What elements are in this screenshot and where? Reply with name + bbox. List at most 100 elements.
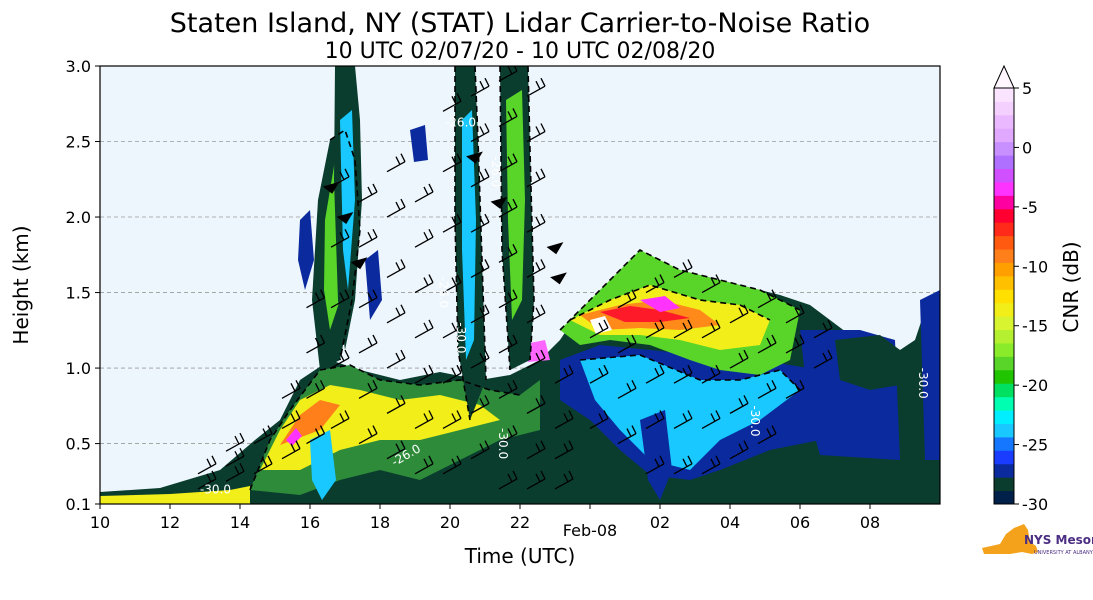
wind-barb-staff (330, 236, 350, 248)
wind-barb-feather (451, 156, 457, 166)
wind-barb-feather (563, 413, 569, 422)
wind-barb-feather (344, 289, 350, 298)
wind-barb-feather (687, 455, 693, 465)
wind-barb-feather (659, 410, 665, 419)
wind-barb-staff (414, 327, 434, 339)
wind-barb-feather (484, 168, 490, 178)
wind-barb-staff (498, 251, 518, 263)
colorbar-tick-label: 5 (1022, 79, 1032, 98)
colorbar-swatch (994, 155, 1014, 170)
logo-wordmark: NYS Mesonet (1024, 533, 1093, 547)
wind-barb-feather (682, 322, 688, 332)
x-axis: 10 12 14 16 18 20 22 Feb-08 02 04 06 08 (90, 504, 880, 540)
wind-barb-staff (358, 342, 378, 354)
cnr-region-white (590, 316, 612, 334)
wind-barb-feather (659, 274, 665, 283)
wind-barb-feather (484, 123, 490, 132)
wind-barb-feather (540, 259, 546, 268)
wind-barb-staff (701, 372, 721, 384)
y-tick-label: 1.5 (66, 284, 91, 303)
wind-barb-feather (395, 262, 401, 271)
wind-barb-staff (470, 402, 490, 414)
contour-label: -26.0 (445, 115, 476, 129)
wind-barb-staff (673, 417, 693, 430)
x-tick-label: 04 (720, 513, 740, 532)
contour-label: -26.0 (437, 277, 451, 308)
wind-barb-feather (400, 395, 406, 404)
wind-barb-feather (626, 292, 632, 301)
wind-barb-feather (451, 367, 457, 377)
wind-barb-feather (540, 304, 546, 314)
wind-barb-feather (535, 171, 541, 181)
wind-barb-staff (589, 327, 609, 339)
wind-barb-staff (701, 463, 721, 475)
wind-barb-feather (484, 304, 490, 314)
wind-barb-feather (372, 334, 378, 344)
wind-barb-staff (757, 387, 777, 399)
wind-barb-feather (319, 379, 326, 389)
colorbar-swatch (994, 128, 1014, 143)
wind-barb-feather (484, 395, 490, 404)
wind-barb-feather (211, 470, 217, 480)
wind-barb-feather (535, 126, 541, 135)
wind-barb-feather (535, 398, 541, 407)
wind-barb-feather (456, 274, 462, 283)
x-axis-label: Time (UTC) (464, 544, 576, 568)
wind-barb-feather (799, 304, 805, 314)
wind-barb-feather (563, 473, 569, 483)
contour-label: -30.0 (748, 405, 762, 436)
cnr-region-big-dark-blob (835, 335, 900, 390)
wind-barb-staff (358, 236, 378, 248)
wind-barb-staff (701, 281, 721, 294)
wind-barb-staff (645, 417, 665, 430)
colorbar-swatch (994, 208, 1014, 223)
colorbar-tick-label: -5 (1022, 198, 1038, 217)
wind-barb-feather (211, 455, 217, 465)
wind-barb-feather (659, 319, 665, 329)
wind-barb-staff (306, 387, 325, 399)
wind-barb-feather (290, 413, 296, 422)
wind-barb-feather (234, 466, 240, 475)
wind-barb-feather (540, 213, 546, 223)
x-tick-label: 16 (300, 513, 320, 532)
wind-barb-feather (540, 77, 546, 87)
wind-barb-feather (738, 398, 744, 407)
colorbar-swatch (994, 423, 1014, 438)
wind-barb-feather (395, 398, 401, 407)
wind-barb-staff (414, 417, 434, 430)
wind-barb-feather (367, 231, 373, 241)
wind-barb-staff (813, 327, 833, 339)
wind-barb-feather (710, 413, 716, 422)
wind-barb-staff (414, 281, 434, 294)
wind-barb-feather (400, 304, 406, 314)
wind-barb-feather (314, 337, 321, 347)
colorbar-swatch (994, 356, 1014, 371)
wind-barb-feather (456, 93, 462, 102)
wind-barb-feather (367, 186, 373, 196)
wind-barb-feather (423, 413, 429, 422)
wind-barb-feather (290, 443, 296, 452)
contour-labels: -26.0-26.0-26.0-30.0-30.0-26.0-30.0-30.0… (200, 115, 930, 496)
wind-barb-feather (456, 455, 462, 465)
wind-barb-staff (498, 70, 518, 82)
wind-barb-feather (451, 413, 457, 422)
wind-barb-feather (743, 440, 749, 449)
wind-barb-staff (526, 402, 546, 414)
wind-barb-feather (400, 440, 406, 449)
wind-barb-feather (715, 410, 721, 419)
wind-barb-feather (540, 168, 546, 178)
x-tick-label: 10 (90, 513, 110, 532)
wind-barb-feather (743, 304, 749, 314)
wind-barb-feather (794, 382, 800, 392)
wind-barb-pennant (322, 181, 340, 194)
wind-barb-feather (395, 307, 401, 317)
wind-barb-feather (507, 382, 513, 392)
wind-barb-feather (512, 153, 518, 163)
contour-line (579, 354, 801, 391)
wind-barb-feather (484, 259, 490, 268)
wind-barb-staff (470, 312, 490, 324)
wind-barb-feather (827, 319, 833, 329)
wind-barb-feather (654, 277, 660, 286)
wind-barb-feather (484, 349, 490, 359)
